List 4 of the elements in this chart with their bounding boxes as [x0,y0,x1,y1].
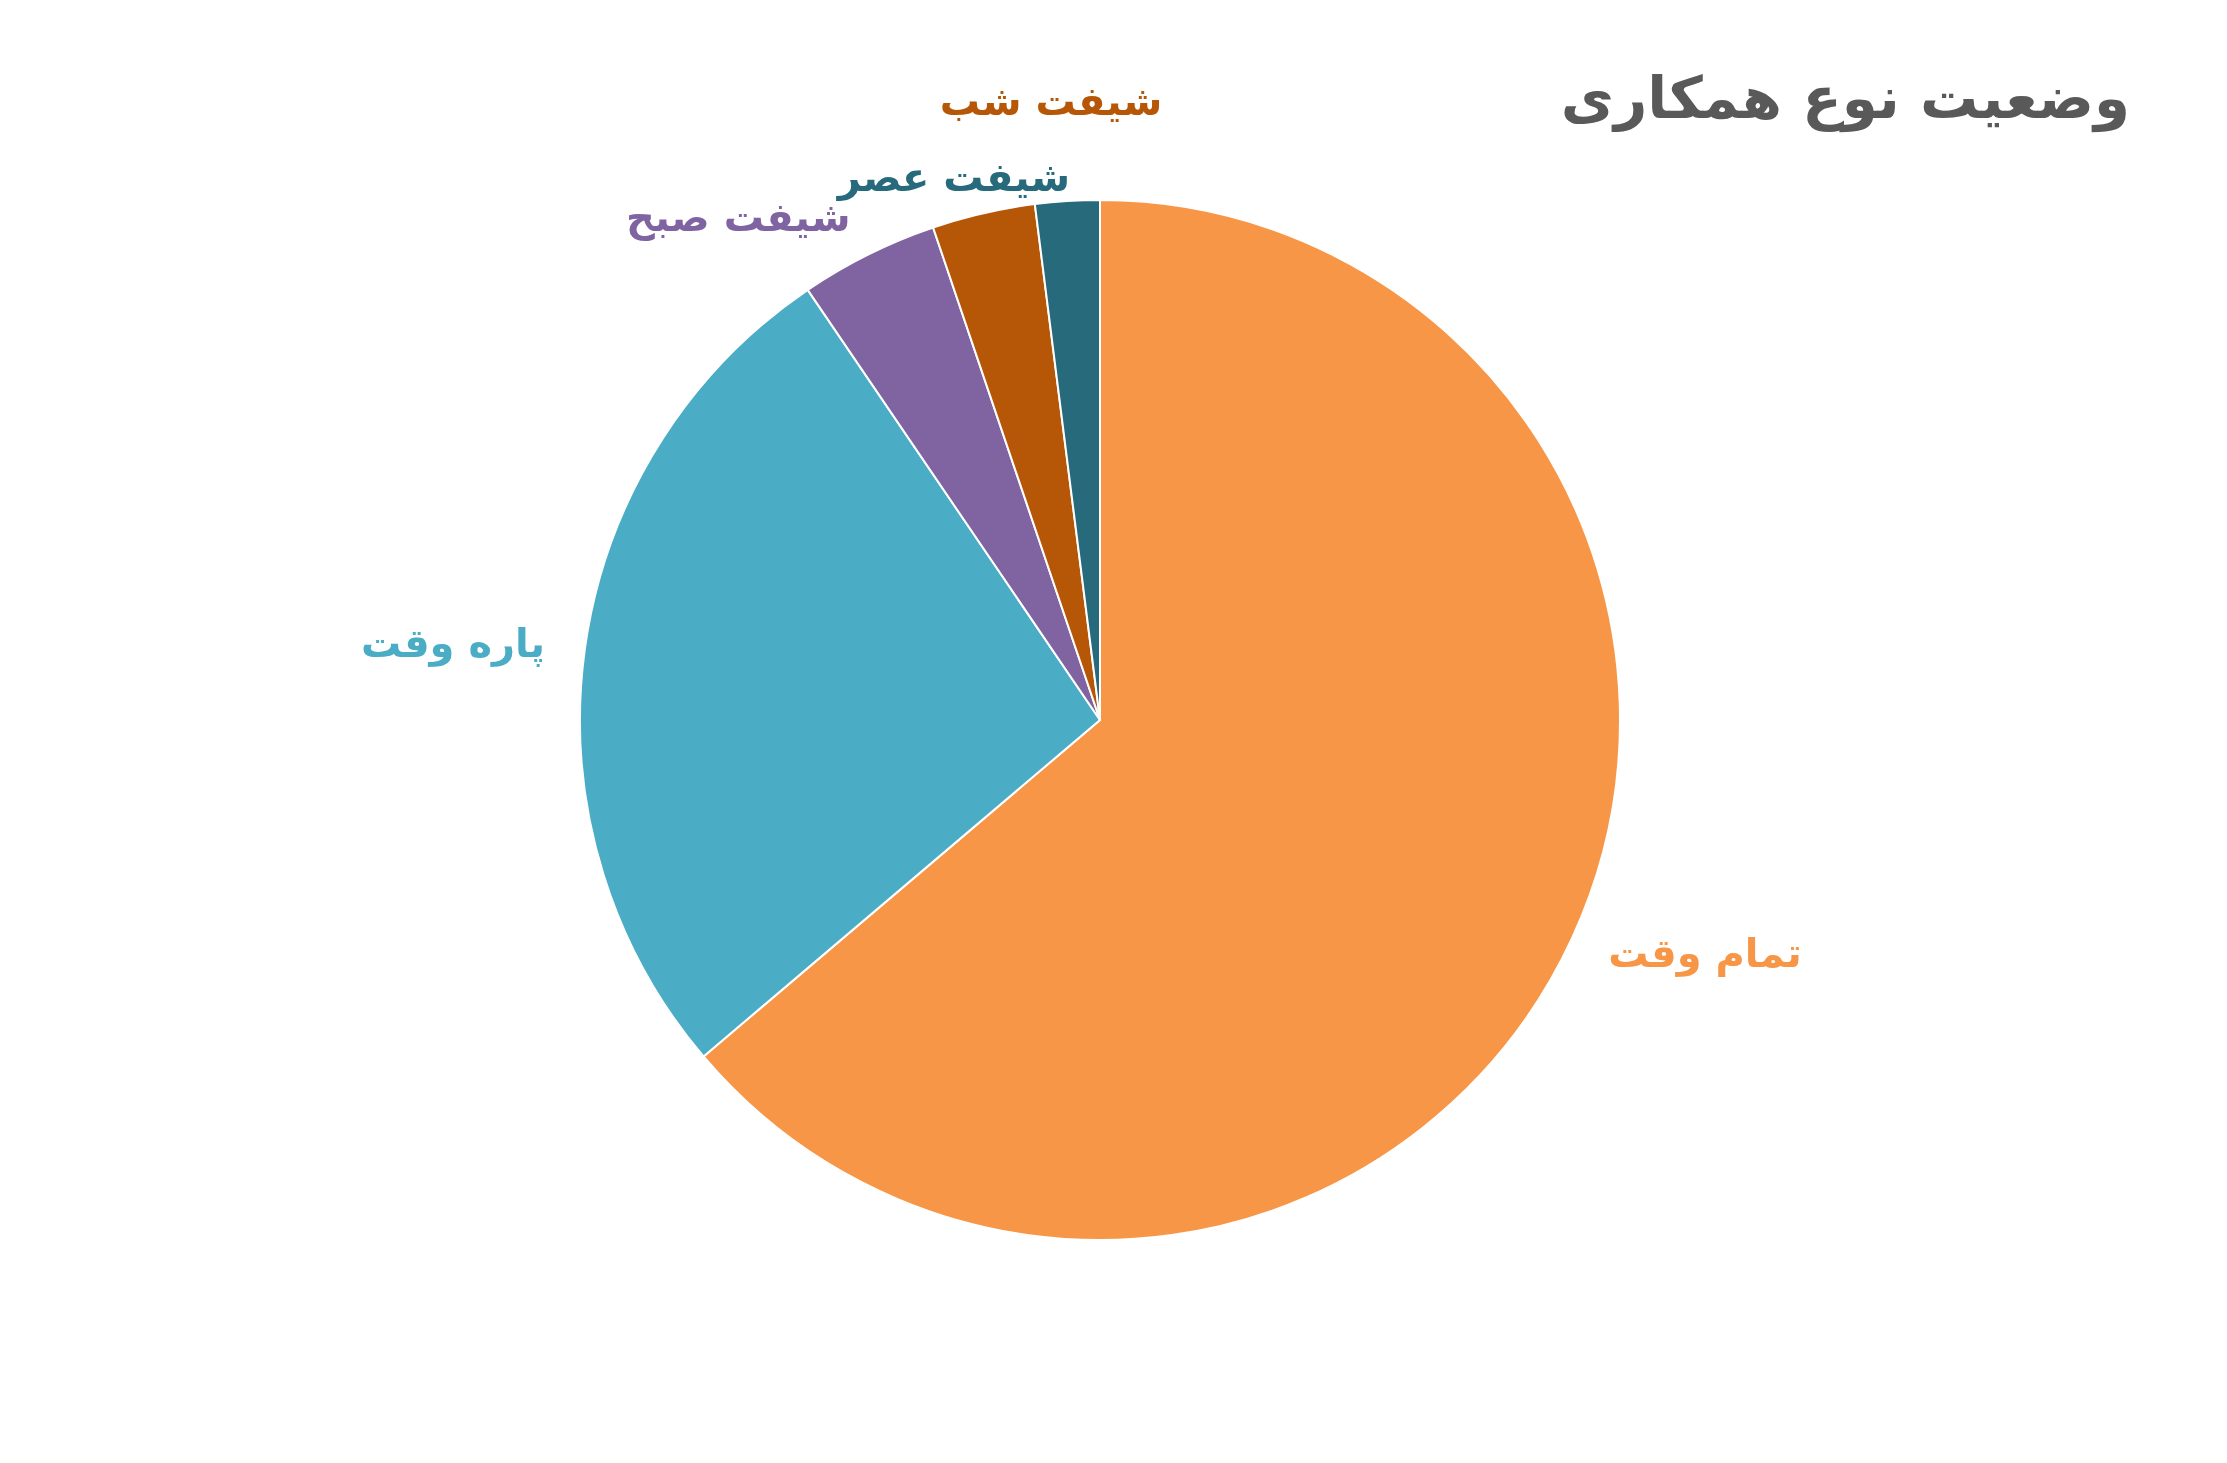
slice-label: شیفت شب [939,78,1163,125]
chart-title: وضعیت نوع همکاری [1560,64,2130,133]
slice-label: تمام وقت [1608,930,1802,978]
slice-label: پاره وقت [361,619,546,667]
